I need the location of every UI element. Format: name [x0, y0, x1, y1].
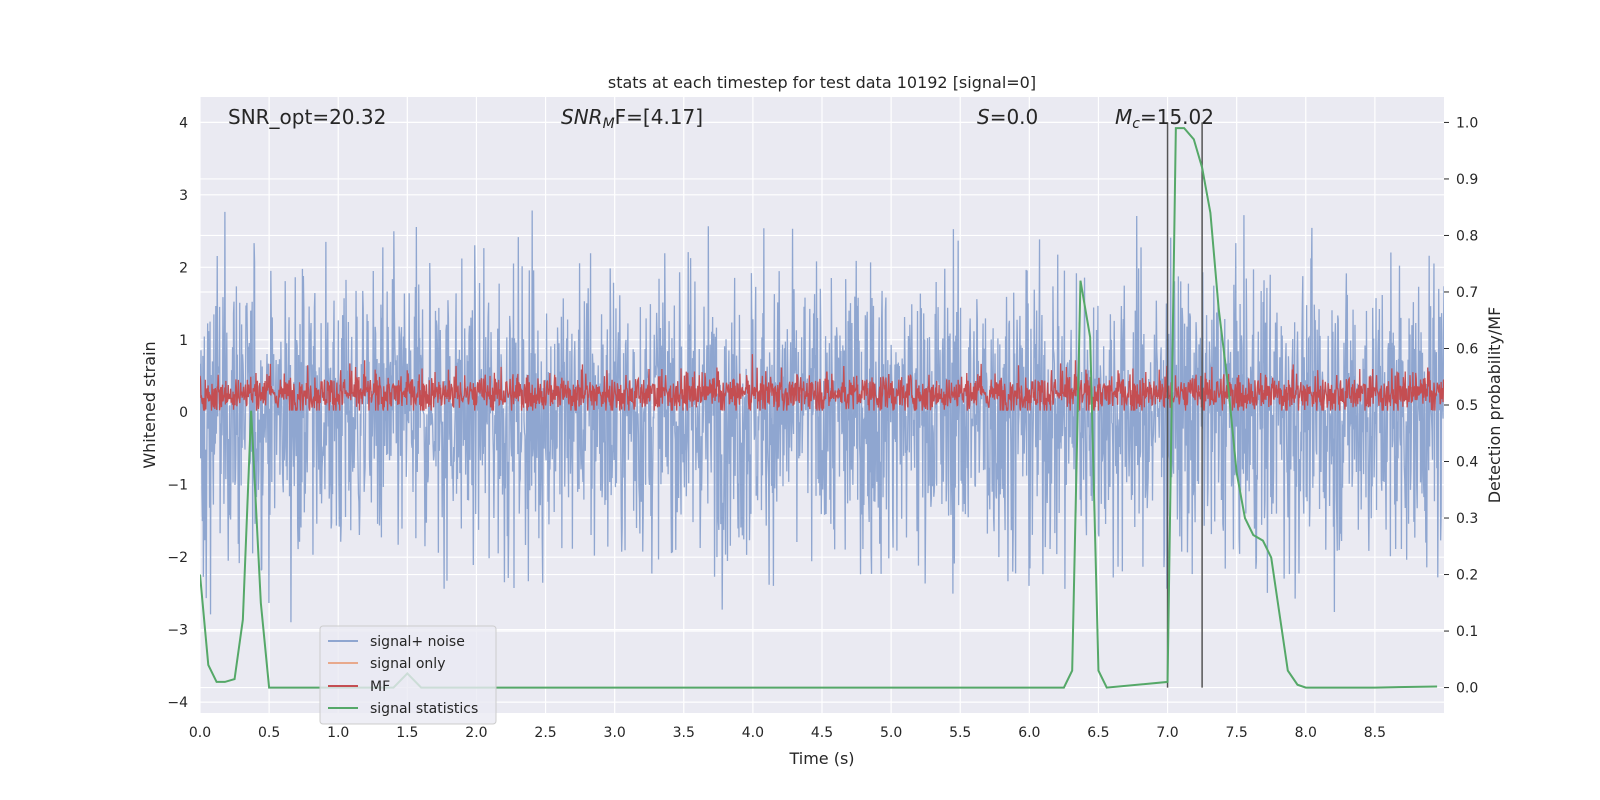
x-axis-ticks: 0.0 0.5 1.0 1.5 2.0 2.5 3.0 3.5 4.0 4.5 5.0 5.5 6.0 6…: [189, 725, 1386, 741]
y-left-tick-label: −1: [167, 478, 188, 494]
y-right-tick-label: 0.2: [1456, 568, 1478, 584]
mf-series: [200, 354, 1444, 411]
s-annotation: S=0.0: [977, 105, 1038, 129]
y-left-tick-label: −4: [167, 695, 188, 711]
y-left-axis-label: Whitened strain: [140, 341, 159, 468]
x-tick-label: 2.0: [465, 725, 487, 741]
y-right-tick-label: 0.8: [1456, 228, 1478, 244]
signal-noise-series: [200, 210, 1444, 623]
mc-annotation: Mc=15.02: [1115, 105, 1214, 132]
legend-label-signal-noise: signal+ noise: [370, 634, 465, 650]
y-right-tick-label: 0.4: [1456, 455, 1478, 471]
y-left-tick-label: 1: [179, 333, 188, 349]
y-left-tick-label: −3: [167, 623, 188, 639]
signal-noise-line: [200, 210, 1444, 623]
vertical-markers: [1166, 122, 1203, 688]
y-right-axis-label: Detection probability/MF: [1485, 307, 1504, 504]
x-tick-label: 0.0: [189, 725, 211, 741]
x-tick-label: 1.5: [396, 725, 418, 741]
y-left-tick-label: 2: [179, 260, 188, 276]
y-right-tick-label: 0.3: [1456, 511, 1478, 527]
y-right-tick-label: 0.9: [1456, 172, 1478, 188]
y-right-tick-label: 0.6: [1456, 341, 1478, 357]
y-right-tick-label: 1.0: [1456, 115, 1478, 131]
x-tick-label: 8.0: [1295, 725, 1317, 741]
snr-mf-annotation: SNRMF=[4.17]: [561, 105, 703, 132]
y-right-tick-label: 0.1: [1456, 624, 1478, 640]
y-left-tick-label: 3: [179, 188, 188, 204]
x-tick-label: 4.0: [742, 725, 764, 741]
x-tick-label: 1.0: [327, 725, 349, 741]
chart-title: stats at each timestep for test data 101…: [608, 73, 1036, 92]
y-left-tick-label: 0: [179, 405, 188, 421]
y-right-tick-label: 0.5: [1456, 398, 1478, 414]
x-tick-label: 0.5: [258, 725, 280, 741]
x-tick-label: 5.5: [949, 725, 971, 741]
legend-label-signal-statistics: signal statistics: [370, 701, 478, 717]
legend-box: [319, 625, 497, 725]
x-tick-label: 2.5: [534, 725, 556, 741]
x-tick-label: 6.0: [1018, 725, 1040, 741]
y-right-axis-ticks: 1.0 0.9 0.8 0.7 0.6 0.5 0.4 0.3 0.2 0.1 0.0: [1444, 115, 1478, 697]
x-tick-label: 8.5: [1364, 725, 1386, 741]
legend-label-signal-only: signal only: [370, 656, 445, 672]
x-tick-label: 5.0: [880, 725, 902, 741]
y-left-tick-label: −2: [167, 550, 188, 566]
x-tick-label: 4.5: [811, 725, 833, 741]
y-right-tick-label: 0.0: [1456, 681, 1478, 697]
mf-line: [200, 354, 1444, 411]
x-tick-label: 7.5: [1226, 725, 1248, 741]
x-axis-label: Time (s): [788, 749, 854, 768]
x-tick-label: 6.5: [1087, 725, 1109, 741]
x-tick-label: 3.5: [673, 725, 695, 741]
legend: signal+ noise signal only MF signal stat…: [319, 625, 497, 725]
x-tick-label: 3.0: [604, 725, 626, 741]
x-tick-label: 7.0: [1156, 725, 1178, 741]
signal-statistics-series: [200, 127, 1438, 689]
legend-label-mf: MF: [370, 679, 390, 695]
signal-statistics-line: [200, 127, 1438, 689]
y-left-tick-label: 4: [179, 115, 188, 131]
snr-opt-annotation: SNR_opt=20.32: [228, 105, 386, 129]
y-left-axis-ticks: 4 3 2 1 0 −1 −2 −3 −4: [167, 115, 188, 711]
y-right-tick-label: 0.7: [1456, 285, 1478, 301]
